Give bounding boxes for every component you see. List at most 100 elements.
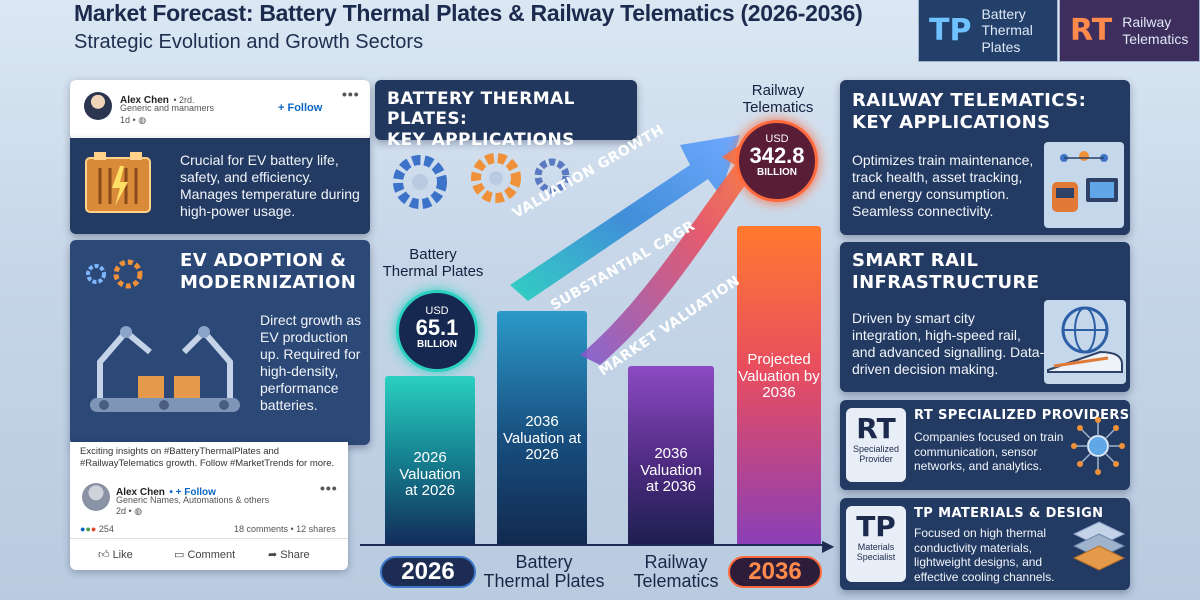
reactions-count: 254 bbox=[98, 524, 114, 534]
bar-rt-2036-label: 2036 Valuation at 2036 bbox=[640, 445, 702, 495]
bt-circle-unit: BILLION bbox=[417, 339, 457, 350]
bt-key-applications-heading: BATTERY THERMAL PLATES: KEY APPLICATIONS bbox=[375, 80, 637, 150]
ev-adoption-heading: EV ADOPTION & MODERNIZATION bbox=[180, 250, 356, 293]
rt-label-line2: Telematics bbox=[742, 98, 814, 116]
rt-providers-panel: RT Specialized Provider RT SPECIALIZED P… bbox=[840, 400, 1130, 490]
tp-badge-mark: TP bbox=[856, 510, 896, 543]
bar-bt-2036 bbox=[497, 311, 587, 546]
rt-provider-badge: RT Specialized Provider bbox=[846, 408, 906, 482]
train-monitor-icon bbox=[1044, 142, 1124, 228]
bt-label-line2: Thermal Plates bbox=[382, 263, 484, 281]
network-icon bbox=[1071, 417, 1125, 475]
divider bbox=[70, 538, 348, 539]
axis-label-rt: Railway Telematics bbox=[626, 553, 726, 591]
thumbs-up-icon: 👍︎ bbox=[98, 549, 110, 561]
post-stats[interactable]: 18 comments • 12 shares bbox=[234, 524, 336, 534]
rt-valuation-circle: USD 342.8 BILLION bbox=[736, 120, 818, 202]
author-degree: • 2rd. bbox=[173, 95, 195, 105]
tp-materials-badge: TP Materials Specialist bbox=[846, 506, 906, 582]
bar-bt-2026 bbox=[385, 376, 475, 546]
layered-plates-icon bbox=[1072, 521, 1126, 571]
author-name: Alex Chen bbox=[116, 487, 165, 498]
bt-circle-value: 65.1 bbox=[415, 315, 459, 340]
post-time-text: 1d • bbox=[120, 115, 136, 125]
axis-bt-line1: Battery bbox=[515, 552, 573, 572]
gears-icon bbox=[86, 259, 143, 289]
rt-circle-unit: BILLION bbox=[757, 167, 797, 178]
bt-circle-currency: USD bbox=[425, 305, 449, 317]
tp-materials-panel: TP Materials Specialist TP MATERIALS & D… bbox=[840, 498, 1130, 590]
rt-providers-text: Companies focused on train communication… bbox=[914, 430, 1064, 474]
tp-badge-sub: Materials Specialist bbox=[856, 542, 896, 562]
like-label: Like bbox=[112, 549, 133, 561]
avatar bbox=[82, 483, 110, 511]
author-subtitle: Generic Names, Automations & others bbox=[116, 495, 270, 505]
smart-rail-text: Driven by smart city integration, high-s… bbox=[852, 310, 1045, 378]
smart-heading-line2: INFRASTRUCTURE bbox=[852, 271, 1040, 293]
battery-life-text: Crucial for EV battery life, safety, and… bbox=[180, 152, 360, 220]
page-subtitle: Strategic Evolution and Growth Sectors bbox=[74, 31, 424, 53]
author-subtitle: Generic and manamers bbox=[120, 103, 215, 113]
ev-heading-line2: MODERNIZATION bbox=[180, 271, 357, 293]
tp-logo-mark: TP bbox=[929, 13, 972, 48]
post-author: Alex Chen • + Follow bbox=[116, 482, 216, 500]
like-button[interactable]: 👍︎ Like bbox=[98, 548, 133, 561]
x-axis-arrow-icon: ▶ bbox=[822, 538, 835, 555]
high-speed-train-icon bbox=[1044, 300, 1126, 384]
reactions[interactable]: ●●● 254 bbox=[80, 524, 114, 534]
bar-bt-2026-label: 2026 Valuation at 2026 bbox=[399, 449, 461, 499]
comment-label: Comment bbox=[187, 549, 236, 561]
tp-materials-text: Focused on high thermal conductivity mat… bbox=[914, 526, 1055, 584]
post-time: 1d • ◍ bbox=[120, 115, 146, 126]
year-start-pill: 2026 bbox=[380, 556, 476, 588]
tp-logo-text: Battery Thermal Plates bbox=[981, 6, 1033, 55]
post-author: Alex Chen • 2rd. bbox=[120, 90, 195, 108]
top-post-card: Alex Chen • 2rd. Generic and manamers 1d… bbox=[70, 80, 370, 140]
rt-heading-line1: RAILWAY TELEMATICS: bbox=[852, 90, 1087, 111]
rt-circle-value: 342.8 bbox=[749, 143, 805, 168]
rt-logo: RT Railway Telematics bbox=[1059, 0, 1200, 62]
comment-button[interactable]: ▭ Comment bbox=[174, 548, 235, 561]
ev-adoption-text: Direct growth as EV production up. Requi… bbox=[260, 312, 362, 414]
share-button[interactable]: ➦ Share bbox=[268, 548, 310, 561]
bt-heading-line1: BATTERY THERMAL PLATES: bbox=[387, 89, 575, 130]
reaction-icons: ● bbox=[80, 524, 86, 534]
follow-button[interactable]: • + Follow bbox=[169, 487, 216, 498]
avatar bbox=[84, 92, 112, 120]
bt-label-line1: Battery bbox=[409, 246, 457, 263]
rt-circle-currency: USD bbox=[765, 133, 789, 145]
rt-applications-text: Optimizes train maintenance, track healt… bbox=[852, 152, 1034, 220]
follow-button[interactable]: + Follow bbox=[278, 102, 323, 114]
more-options-icon[interactable]: ••• bbox=[342, 86, 360, 102]
rt-badge-mark: RT bbox=[856, 412, 896, 445]
year-end-pill: 2036 bbox=[728, 556, 822, 588]
battery-icon bbox=[85, 152, 151, 213]
more-options-icon[interactable]: ••• bbox=[320, 480, 338, 496]
rt-key-applications-panel: RAILWAY TELEMATICS: KEY APPLICATIONS Opt… bbox=[840, 80, 1130, 235]
rt-label-line1: Railway bbox=[751, 82, 805, 99]
x-axis-line bbox=[360, 544, 828, 546]
ev-heading-line1: EV ADOPTION & bbox=[180, 250, 347, 271]
author-name: Alex Chen bbox=[120, 95, 169, 106]
rt-badge-sub: Specialized Provider bbox=[852, 444, 900, 464]
smart-rail-panel: SMART RAIL INFRASTRUCTURE Driven by smar… bbox=[840, 242, 1130, 392]
bar-bt-2036-label: 2036 Valuation at 2026 bbox=[502, 413, 582, 463]
post-time: 2d • ◍ bbox=[116, 506, 142, 517]
post-time-text: 2d • bbox=[116, 506, 132, 516]
comment-icon: ▭ bbox=[174, 549, 185, 561]
ev-adoption-panel: EV ADOPTION & MODERNIZATION Direct growt… bbox=[70, 240, 370, 445]
share-label: Share bbox=[280, 549, 310, 561]
gears-icon bbox=[393, 153, 570, 209]
rt-heading-line2: KEY APPLICATIONS bbox=[852, 111, 1051, 133]
rt-circle-label: Railway Telematics bbox=[728, 82, 828, 117]
globe-icon: ◍ bbox=[134, 506, 143, 516]
share-icon: ➦ bbox=[268, 549, 278, 561]
rt-logo-text: Railway Telematics bbox=[1122, 14, 1189, 47]
smart-heading-line1: SMART RAIL bbox=[852, 250, 979, 271]
tp-logo: TP Battery Thermal Plates bbox=[918, 0, 1058, 62]
page-title: Market Forecast: Battery Thermal Plates … bbox=[74, 0, 863, 26]
bar-rt-projected bbox=[737, 226, 821, 546]
axis-rt-line2: Telematics bbox=[633, 570, 719, 591]
tp-materials-heading: TP MATERIALS & DESIGN bbox=[914, 506, 1104, 521]
rt-providers-heading: RT SPECIALIZED PROVIDERS bbox=[914, 408, 1130, 423]
